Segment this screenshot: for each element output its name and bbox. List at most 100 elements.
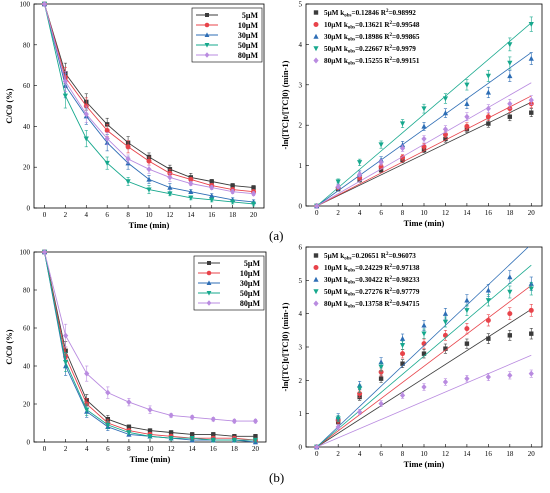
x-tick-label: 2 (336, 209, 340, 217)
legend-marker (204, 22, 210, 28)
legend-superscript: 2 (386, 9, 389, 14)
legend-r2: =0.97779 (392, 288, 420, 296)
data-point (230, 199, 236, 205)
y-tick-label: 100 (20, 249, 31, 257)
data-point (485, 298, 491, 304)
legend-marker (206, 300, 212, 306)
data-point (400, 361, 405, 366)
legend-marker (313, 22, 319, 27)
legend-name: 30μM k (324, 33, 348, 41)
legend-subscript: obs (348, 305, 355, 310)
data-point (485, 374, 491, 380)
data-point (167, 174, 173, 181)
legend-superscript: 2 (390, 57, 393, 62)
data-point (335, 424, 341, 430)
x-tick-label: 12 (166, 211, 174, 219)
series-5uM (314, 101, 534, 209)
data-point (146, 166, 152, 173)
x-axis-label: Time (min) (404, 459, 445, 469)
data-point (421, 331, 427, 337)
legend-superscript: 2 (390, 288, 393, 293)
data-point (507, 311, 513, 317)
legend-marker (313, 265, 319, 270)
legend-label: 10μM (238, 21, 259, 30)
x-tick-label: 0 (315, 209, 319, 217)
legend-name: 5μM k (324, 9, 344, 17)
data-point (399, 335, 406, 341)
series-80uM (314, 82, 534, 209)
data-point (189, 436, 195, 441)
legend-subscript: obs (344, 257, 351, 262)
legend-label: 10μM (240, 269, 261, 278)
y-tick-label: 4 (299, 310, 303, 318)
data-point (41, 1, 48, 7)
data-point (335, 183, 341, 190)
data-point (63, 332, 69, 339)
legend-subscript: obs (344, 14, 351, 19)
x-tick-label: 0 (315, 450, 319, 458)
legend-superscript: 2 (390, 45, 393, 50)
x-tick-label: 2 (336, 450, 340, 458)
data-point (146, 158, 152, 164)
data-point (528, 307, 534, 313)
data-point (250, 190, 257, 197)
x-tick-label: 16 (485, 209, 493, 217)
x-tick-label: 20 (528, 450, 536, 458)
fit-line (316, 101, 532, 207)
data-point (421, 322, 427, 328)
x-tick-label: 18 (506, 450, 514, 458)
legend-r2: =0.9979 (392, 45, 416, 53)
x-axis-label: Time (min) (129, 220, 170, 230)
x-tick-label: 10 (421, 209, 429, 217)
legend-marker (313, 10, 319, 15)
legend-superscript: 2 (390, 276, 393, 281)
data-point (147, 434, 153, 440)
legend-marker (205, 13, 209, 17)
legend-kobs: =0.20651 R (351, 252, 386, 260)
data-point (147, 406, 153, 413)
x-tick-label: 12 (442, 450, 450, 458)
legend-name: 5μM k (324, 252, 344, 260)
legend-label: 30μM (240, 279, 261, 288)
legend-name: 50μM k (324, 45, 348, 53)
legend-marker (207, 261, 211, 265)
legend-marker (206, 270, 212, 276)
x-tick-label: 12 (442, 209, 450, 217)
data-point (168, 430, 174, 435)
data-point (105, 422, 111, 428)
data-point (464, 308, 470, 314)
data-point (125, 144, 131, 150)
legend-name: 50μM k (324, 288, 348, 296)
data-point (529, 331, 534, 336)
data-point (188, 188, 194, 194)
data-point (168, 412, 174, 419)
legend-label: 80μM kobs=0.13758 R2=0.94715 (324, 300, 420, 310)
y-tick-label: 20 (23, 164, 31, 172)
legend-kobs: =0.15255 R (355, 57, 390, 65)
x-axis-label: Time (min) (130, 454, 171, 464)
data-point (486, 121, 491, 126)
legend-r2: =0.98992 (388, 9, 416, 17)
x-tick-label: 18 (229, 211, 237, 219)
data-point (252, 437, 259, 443)
data-point (188, 195, 194, 201)
data-point (146, 176, 152, 182)
y-tick-label: 0 (299, 203, 303, 211)
legend-label: 50μM kobs=0.27276 R2=0.97779 (324, 288, 420, 298)
x-tick-label: 0 (43, 211, 47, 219)
legend-label: 80μM (238, 51, 259, 60)
legend-kobs: =0.22667 R (355, 45, 390, 53)
data-point (231, 437, 237, 443)
data-point (464, 341, 470, 346)
data-point (378, 400, 384, 407)
data-point (125, 156, 131, 163)
data-point (507, 274, 513, 280)
data-point (209, 192, 215, 198)
legend-label: 10μM kobs=0.24229 R2=0.97138 (324, 264, 420, 274)
legend-label: 5μM kobs=0.20651 R2=0.96073 (324, 252, 416, 262)
data-point (442, 131, 448, 137)
x-tick-label: 8 (401, 209, 405, 217)
x-tick-label: 4 (85, 445, 89, 453)
data-point (252, 418, 259, 425)
data-point (188, 180, 194, 187)
